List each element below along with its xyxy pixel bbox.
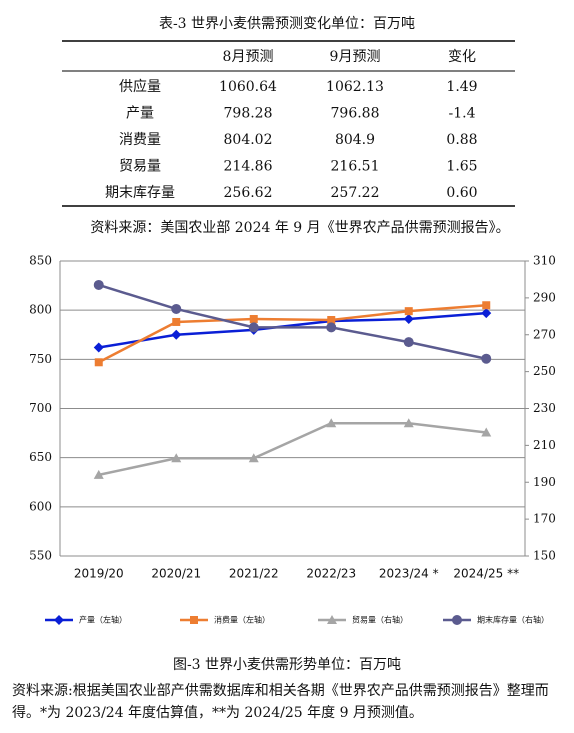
- point: [404, 307, 413, 316]
- row-label: 供应量: [119, 78, 161, 95]
- row-label: 产量: [126, 106, 154, 122]
- y2-tick-label: 290: [533, 290, 556, 304]
- table-cell: 796.88: [331, 106, 380, 122]
- table-cell: 1062.13: [326, 79, 384, 95]
- x-tick-label: 2019/20: [74, 567, 124, 581]
- point: [481, 353, 492, 364]
- x-tick-label: 2022/23: [306, 567, 356, 581]
- point: [93, 342, 104, 353]
- y-tick-label: 800: [29, 303, 52, 317]
- point: [94, 358, 103, 367]
- point: [403, 314, 414, 325]
- y2-tick-label: 250: [533, 364, 556, 378]
- x-tick-label: 2021/22: [229, 567, 279, 581]
- table-cell: 214.86: [224, 159, 273, 175]
- table-cell: 216.51: [331, 159, 380, 175]
- legend-marker: [190, 616, 198, 624]
- y2-tick-label: 310: [533, 254, 556, 268]
- table-cell: 257.22: [331, 185, 380, 201]
- point: [481, 308, 492, 319]
- x-tick-label: 2023/24 *: [379, 567, 439, 581]
- table-cell: 1060.64: [219, 79, 277, 95]
- point: [403, 337, 414, 348]
- legend-label: 消费量（左轴）: [214, 615, 270, 625]
- y2-tick-label: 230: [533, 401, 556, 415]
- legend-marker: [327, 615, 337, 624]
- figure-note: 资料来源:根据美国农业部产供需数据库和相关各期《世界农产品供需预测报告》整理而得…: [12, 683, 549, 721]
- table-cell: 798.28: [224, 106, 273, 122]
- table-cell: 804.9: [335, 132, 375, 148]
- table-cell: -1.4: [449, 106, 476, 122]
- series-line: [98, 283, 487, 360]
- table-cell: 0.88: [446, 132, 477, 148]
- point: [403, 418, 414, 428]
- point: [326, 322, 337, 333]
- x-tick-label: 2024/25 **: [453, 567, 519, 581]
- series-line: [98, 304, 487, 364]
- table-title: 表-3 世界小麦供需预测变化单位：百万吨: [159, 16, 415, 32]
- legend-marker: [452, 615, 462, 625]
- point: [482, 301, 491, 310]
- row-label: 期末库存量: [105, 185, 175, 201]
- point: [248, 453, 259, 463]
- point: [249, 315, 258, 324]
- y2-tick-label: 210: [533, 438, 556, 452]
- series-line: [98, 311, 487, 349]
- table-header: 9月预测: [330, 49, 381, 65]
- y-tick-label: 600: [29, 499, 52, 513]
- point: [93, 279, 104, 290]
- table-cell: 804.02: [224, 132, 273, 148]
- point: [171, 303, 182, 314]
- y-tick-label: 550: [29, 549, 52, 563]
- point: [481, 427, 492, 437]
- y-tick-label: 750: [29, 352, 52, 366]
- y-tick-label: 650: [29, 450, 52, 464]
- point: [326, 418, 337, 428]
- figure-caption: 图-3 世界小麦供需形势单位：百万吨: [173, 657, 401, 673]
- row-label: 贸易量: [119, 159, 161, 175]
- table-header: 变化: [448, 49, 476, 65]
- point: [93, 469, 104, 479]
- x-tick-label: 2020/21: [151, 567, 201, 581]
- legend-label: 期末库存量（右轴）: [477, 615, 549, 625]
- y2-tick-label: 190: [533, 475, 556, 489]
- table-source: 资料来源：美国农业部 2024 年 9 月《世界农产品供需预测报告》。: [90, 220, 509, 236]
- row-label: 消费量: [119, 132, 161, 148]
- point: [171, 453, 182, 463]
- y2-tick-label: 270: [533, 327, 556, 341]
- series-line: [98, 422, 487, 477]
- point: [171, 329, 182, 340]
- legend-marker: [54, 615, 64, 625]
- legend-label: 产量（左轴）: [79, 615, 127, 625]
- y2-tick-label: 150: [533, 549, 556, 563]
- table-cell: 1.65: [446, 159, 477, 175]
- y2-tick-label: 170: [533, 512, 556, 526]
- table-cell: 0.60: [446, 185, 477, 201]
- y-tick-label: 700: [29, 401, 52, 415]
- y-tick-label: 850: [29, 254, 52, 268]
- point: [248, 322, 259, 333]
- point: [327, 316, 336, 324]
- point: [172, 317, 181, 326]
- table-header: 8月预测: [223, 49, 274, 65]
- table-cell: 1.49: [446, 79, 477, 95]
- legend-label: 贸易量（右轴）: [352, 615, 408, 625]
- table-cell: 256.62: [224, 185, 273, 201]
